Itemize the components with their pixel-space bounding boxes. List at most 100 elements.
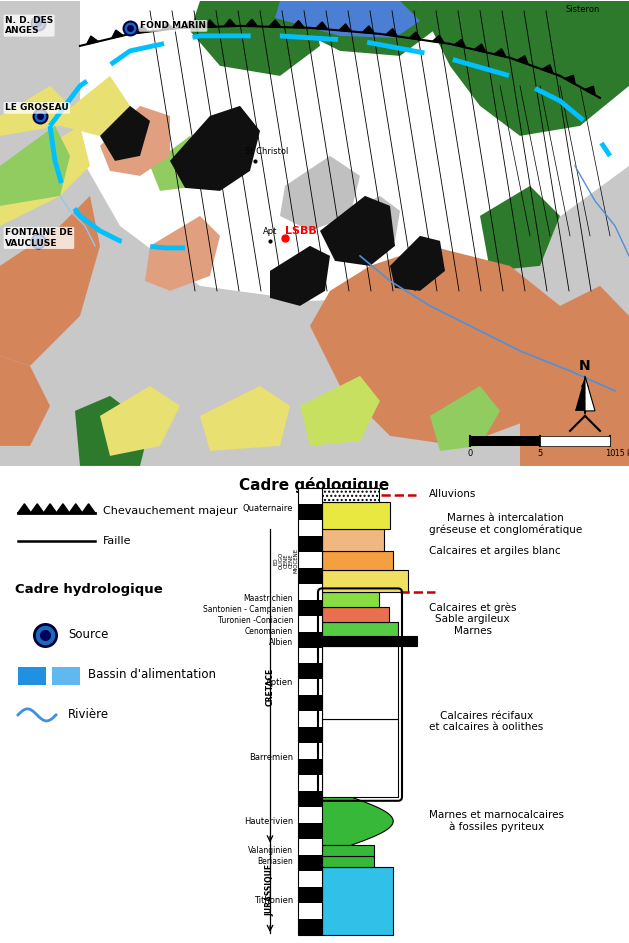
Text: Barremien: Barremien [249,753,293,762]
Text: FOND MARIN: FOND MARIN [140,22,206,30]
Text: LE GROSEAU: LE GROSEAU [5,104,69,112]
Bar [322,637,417,646]
Text: Marnes et marnocalcaires
à fossiles pyriteux: Marnes et marnocalcaires à fossiles pyri… [429,810,564,833]
Text: CENE: CENE [284,554,289,568]
Polygon shape [275,1,420,38]
Text: CRETACE: CRETACE [265,669,274,706]
Polygon shape [60,75,130,136]
Polygon shape [322,797,393,846]
Polygon shape [432,35,444,43]
Bar [298,632,322,648]
Polygon shape [0,356,50,446]
Polygon shape [494,49,506,57]
Polygon shape [87,36,98,44]
Text: Quaternaire: Quaternaire [243,504,293,513]
Text: Chevauchement majeur: Chevauchement majeur [103,505,238,516]
Polygon shape [43,504,57,513]
Polygon shape [390,236,445,290]
Bar [298,903,322,919]
Bar [298,711,322,727]
Bar [322,621,398,637]
Polygon shape [585,86,595,95]
Text: Rivière: Rivière [68,708,109,721]
Bar [322,646,398,719]
Text: Calcaires et argiles blanc: Calcaires et argiles blanc [429,546,560,556]
Bar [298,616,322,632]
Text: Alluvions: Alluvions [429,489,476,500]
Polygon shape [335,196,400,256]
Text: Bassin d'alimentation: Bassin d'alimentation [88,669,216,682]
Text: Turonien -Coniacien: Turonien -Coniacien [218,617,293,625]
Text: Valanginien: Valanginien [248,846,293,855]
Polygon shape [170,106,260,190]
Polygon shape [470,436,540,446]
Polygon shape [162,23,174,30]
Bar [298,504,322,520]
Bar [322,552,393,571]
Text: Aptien: Aptien [265,678,293,687]
Polygon shape [75,396,150,466]
Bar [298,791,322,807]
Polygon shape [100,106,150,161]
Text: 10: 10 [604,449,615,458]
Text: Calcaires récifaux
et calcaires à oolithes: Calcaires récifaux et calcaires à oolith… [429,711,543,732]
Polygon shape [430,386,500,451]
Text: LSBB: LSBB [285,226,317,236]
Bar [322,607,389,621]
Text: Calcaires et grès
Sable argileux
Marnes: Calcaires et grès Sable argileux Marnes [429,603,516,636]
Polygon shape [420,1,629,136]
Polygon shape [0,196,100,366]
Bar [322,488,379,503]
Polygon shape [150,136,210,190]
Polygon shape [145,216,220,290]
Text: 15 km: 15 km [615,449,629,458]
Text: Cadre hydrologique: Cadre hydrologique [15,583,163,596]
Bar [298,727,322,743]
Bar [298,807,322,823]
Polygon shape [480,186,560,271]
Polygon shape [540,436,610,446]
Text: 100 m: 100 m [330,902,361,912]
Bar [298,648,322,664]
Bar [298,919,322,935]
Text: Marnes à intercalation
gréseuse et conglomératique: Marnes à intercalation gréseuse et congl… [429,513,582,536]
Polygon shape [517,56,528,64]
Bar [298,871,322,887]
Bar [298,664,322,680]
Polygon shape [112,30,123,39]
Polygon shape [542,65,553,74]
Bar [298,839,322,855]
Bar [52,667,80,685]
Polygon shape [190,1,320,75]
Text: CENE: CENE [289,554,294,568]
Bar [322,571,408,592]
Bar [322,503,391,529]
Text: EO: EO [274,557,279,565]
Bar [298,823,322,839]
Polygon shape [204,20,216,27]
Bar [298,568,322,584]
Text: Sisteron: Sisteron [565,5,600,14]
Polygon shape [82,504,95,513]
Text: JURASSIQUE: JURASSIQUE [265,864,274,917]
Polygon shape [270,246,330,306]
Bar [18,667,46,685]
Text: MIOCENE: MIOCENE [294,548,299,573]
Bar [322,867,393,935]
Text: Albien: Albien [269,638,293,648]
Polygon shape [184,21,196,27]
Polygon shape [339,24,351,31]
Text: Cadre géologique: Cadre géologique [239,477,389,493]
Polygon shape [292,21,304,27]
Bar [298,775,322,791]
Bar [322,846,374,856]
Bar [298,488,322,504]
Text: N. D. DES
ANGES: N. D. DES ANGES [5,16,53,35]
Polygon shape [386,28,398,37]
Polygon shape [100,386,180,455]
Polygon shape [575,376,585,411]
Polygon shape [300,376,380,446]
Text: Apt: Apt [263,227,277,236]
Polygon shape [409,32,421,40]
Bar [322,856,374,867]
